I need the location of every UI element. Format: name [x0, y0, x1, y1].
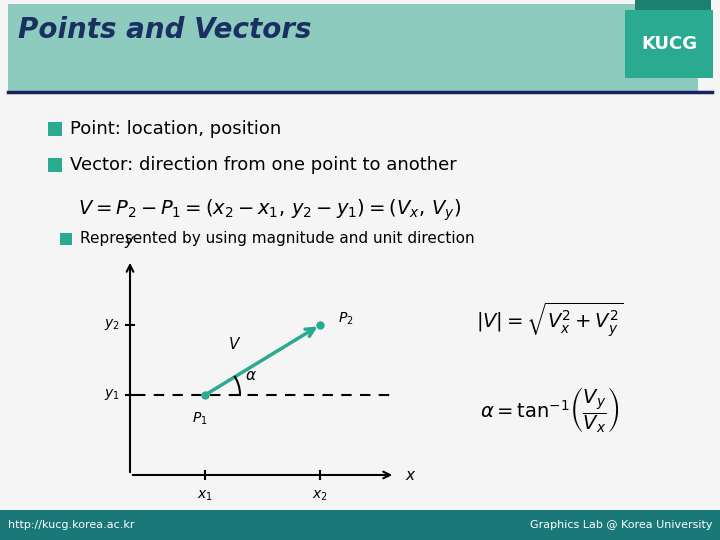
Bar [48, 158, 62, 172]
Text: $V$: $V$ [228, 336, 241, 352]
Text: Represented by using magnitude and unit direction: Represented by using magnitude and unit … [80, 232, 474, 246]
Text: Vector: direction from one point to another: Vector: direction from one point to anot… [70, 156, 456, 174]
Text: $|V| = \sqrt{V_x^2 + V_y^2}$: $|V| = \sqrt{V_x^2 + V_y^2}$ [477, 301, 624, 339]
Bar [0, 510, 720, 540]
Text: Graphics Lab @ Korea University: Graphics Lab @ Korea University [529, 520, 712, 530]
Text: $y_1$: $y_1$ [104, 388, 120, 402]
Text: $\alpha$: $\alpha$ [245, 368, 257, 383]
Text: $x_1$: $x_1$ [197, 489, 213, 503]
Bar [635, 0, 711, 50]
Text: Point: location, position: Point: location, position [70, 120, 282, 138]
Text: $y$: $y$ [125, 234, 136, 250]
Text: $P_2$: $P_2$ [338, 311, 354, 327]
Bar [48, 122, 62, 136]
Bar [8, 4, 698, 92]
Text: $y_2$: $y_2$ [104, 318, 120, 333]
Text: $\alpha = \tan^{-1}\!\left(\dfrac{V_y}{V_x}\right)$: $\alpha = \tan^{-1}\!\left(\dfrac{V_y}{V… [480, 385, 620, 435]
Text: KUCG: KUCG [641, 35, 697, 53]
Bar [625, 10, 713, 78]
Bar [60, 233, 72, 245]
Text: Points and Vectors: Points and Vectors [18, 16, 312, 44]
Text: $x$: $x$ [405, 468, 417, 483]
Text: http://kucg.korea.ac.kr: http://kucg.korea.ac.kr [8, 520, 135, 530]
Text: $x_2$: $x_2$ [312, 489, 328, 503]
Text: $V = P_2 - P_1 = (x_2 - x_1,\, y_2 - y_1) = (V_x,\,V_y)$: $V = P_2 - P_1 = (x_2 - x_1,\, y_2 - y_1… [78, 197, 462, 222]
Text: $P_1$: $P_1$ [192, 411, 208, 427]
